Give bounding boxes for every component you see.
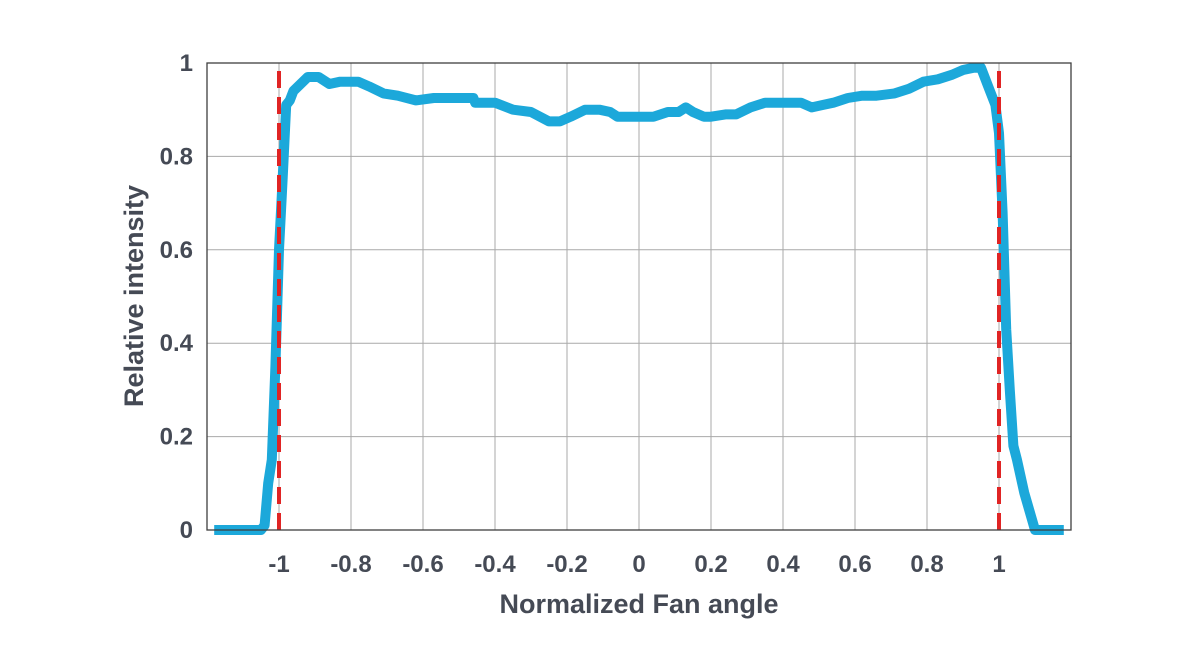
x-tick-label: -0.2 xyxy=(546,551,587,578)
x-tick-label: 0.8 xyxy=(910,551,943,578)
grid-lines xyxy=(207,62,1071,531)
x-tick-label: 0 xyxy=(632,551,645,578)
x-tick-label: -0.8 xyxy=(330,551,371,578)
x-tick-label: 1 xyxy=(992,551,1005,578)
y-tick-label: 1 xyxy=(180,50,193,77)
x-tick-label: 0.2 xyxy=(694,551,727,578)
y-tick-label: 0.8 xyxy=(160,143,193,170)
x-axis-label: Normalized Fan angle xyxy=(499,589,778,619)
x-tick-label: -1 xyxy=(268,551,289,578)
y-tick-label: 0.6 xyxy=(160,237,193,264)
x-tick-label: -0.6 xyxy=(402,551,443,578)
y-tick-label: 0.2 xyxy=(160,424,193,451)
x-tick-label: 0.4 xyxy=(766,551,800,578)
x-tick-label: 0.6 xyxy=(838,551,871,578)
y-tick-labels: 0 0.2 0.4 0.6 0.8 1 xyxy=(160,50,194,544)
y-axis-label: Relative intensity xyxy=(119,185,149,407)
y-tick-label: 0.4 xyxy=(160,330,194,357)
plot-frame xyxy=(206,62,1072,531)
intensity-line xyxy=(214,62,1064,535)
x-tick-labels: -1 -0.8 -0.6 -0.4 -0.2 0 0.2 0.4 0.6 0.8 1 xyxy=(268,551,1005,578)
y-tick-label: 0 xyxy=(180,517,193,544)
x-tick-label: -0.4 xyxy=(474,551,516,578)
series-layer xyxy=(214,62,1064,535)
